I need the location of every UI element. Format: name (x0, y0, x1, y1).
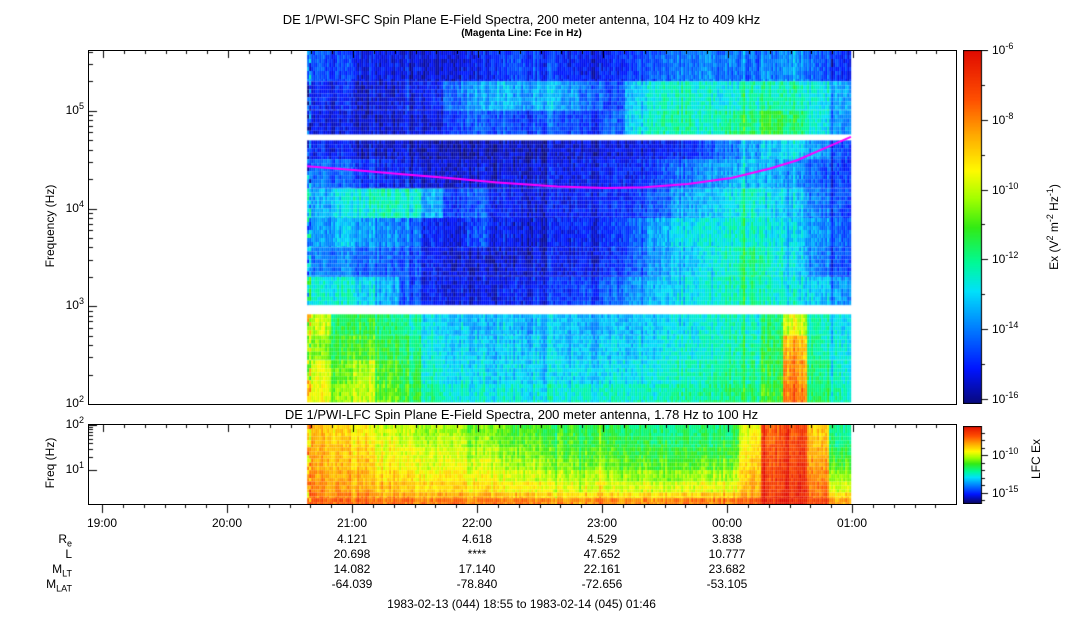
lfc-colorbar-tick: 10-10 (992, 446, 1019, 463)
ephemeris-value: -64.039 (331, 577, 373, 591)
ephemeris-value: 23.682 (708, 562, 746, 576)
ephemeris-value: 10.777 (708, 547, 746, 561)
ephemeris-value: -72.656 (581, 577, 623, 591)
ephemeris-value: 3.838 (711, 532, 743, 546)
sfc-colorbar-label: Ex (V2 m-2 Hz-1) (1045, 184, 1061, 270)
ephemeris-value: **** (467, 547, 487, 561)
time-axis-hour-label: 00:00 (711, 516, 743, 530)
sfc-colorbar-tick: 10-16 (992, 389, 1019, 406)
time-range-footer: 1983-02-13 (044) 18:55 to 1983-02-14 (04… (387, 597, 656, 611)
time-axis-ticks (88, 504, 955, 516)
ephemeris-value: 47.652 (583, 547, 621, 561)
ephemeris-value: 4.618 (461, 532, 493, 546)
sfc-colorbar-tick: 10-10 (992, 180, 1019, 197)
ephemeris-value: -53.105 (706, 577, 748, 591)
sfc-y-tick: 105 (65, 100, 84, 117)
time-axis-hour-label: 19:00 (86, 516, 118, 530)
ephemeris-value: 17.140 (458, 562, 496, 576)
lfc-colorbar-tick: 10-15 (992, 483, 1019, 500)
sfc-y-tick: 102 (65, 394, 84, 410)
sfc-y-tick: 103 (65, 296, 84, 313)
sfc-panel-frame (88, 50, 957, 405)
sfc-panel-title: DE 1/PWI-SFC Spin Plane E-Field Spectra,… (282, 12, 761, 27)
sfc-colorbar (963, 50, 991, 404)
sfc-colorbar-tick: 10-14 (992, 320, 1019, 336)
ephemeris-row-label: MLT (52, 562, 72, 579)
time-axis-hour-label: 23:00 (586, 516, 618, 530)
sfc-spectrogram-canvas (89, 51, 956, 404)
lfc-spectrogram-canvas (89, 425, 956, 504)
time-axis-hour-label: 21:00 (336, 516, 368, 530)
lfc-panel-title: DE 1/PWI-LFC Spin Plane E-Field Spectra,… (284, 407, 759, 422)
ephemeris-value: 4.121 (336, 532, 368, 546)
sfc-colorbar-tick: 10-8 (992, 110, 1014, 127)
lfc-y-tick: 102 (65, 415, 84, 431)
sfc-panel-subtitle: (Magenta Line: Fce in Hz) (461, 28, 582, 39)
ephemeris-value: 4.529 (586, 532, 618, 546)
lfc-panel-frame (88, 424, 957, 505)
time-axis-hour-label: 20:00 (211, 516, 243, 530)
ephemeris-row-label: MLAT (46, 577, 72, 594)
ephemeris-value: 14.082 (333, 562, 371, 576)
ephemeris-row-label: Re (58, 532, 72, 549)
sfc-y-tick: 104 (65, 198, 84, 215)
time-axis-hour-label: 22:00 (461, 516, 493, 530)
sfc-colorbar-tick: 10-6 (992, 41, 1014, 57)
time-axis-hour-label: 01:00 (836, 516, 868, 530)
lfc-colorbar (963, 426, 991, 504)
ephemeris-value: 20.698 (333, 547, 371, 561)
ephemeris-row-label: L (65, 547, 72, 561)
lfc-y-tick: 101 (65, 460, 84, 477)
lfc-colorbar-label: LFC Ex (1029, 439, 1043, 480)
ephemeris-value: -78.840 (456, 577, 498, 591)
sfc-colorbar-tick: 10-12 (992, 250, 1019, 267)
ephemeris-value: 22.161 (583, 562, 621, 576)
